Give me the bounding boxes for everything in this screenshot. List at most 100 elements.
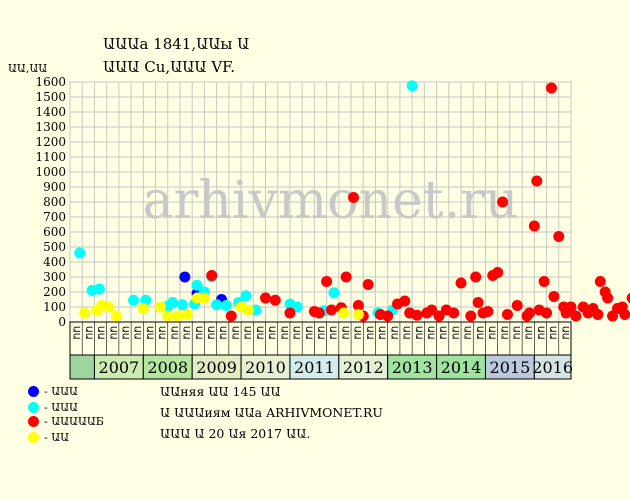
data-point [545, 82, 557, 94]
quarter-label: ԱԱ [229, 326, 239, 340]
year-cell [240, 354, 291, 380]
year-label: 2010 [245, 358, 286, 377]
y-tick-label: 0 [58, 315, 66, 329]
quarter-label: ԱԱ [364, 326, 374, 340]
quarter-label: ԱԱ [449, 326, 459, 340]
year-cell [484, 354, 535, 380]
quarter-label: ԱԱ [315, 326, 325, 340]
data-point [362, 279, 374, 290]
data-point [448, 307, 460, 319]
quarter-label: ԱԱ [486, 326, 496, 340]
data-point [501, 309, 513, 320]
year-cell [533, 354, 572, 380]
quarter-label: ԱԱ [242, 326, 252, 340]
data-point [128, 294, 140, 306]
data-point [472, 297, 484, 308]
year-label: 2014 [441, 358, 482, 377]
y-tick-label: 1300 [35, 120, 66, 134]
legend-item-blue: - ԱԱԱ [28, 385, 78, 398]
quarter-label: ԱԱ [303, 326, 313, 340]
data-point [528, 220, 540, 232]
data-point [465, 310, 477, 322]
quarter-label: ԱԱ [193, 326, 203, 340]
quarter-label: ԱԱ [437, 326, 447, 340]
data-point [553, 231, 565, 242]
data-point [242, 304, 254, 316]
data-point [284, 307, 296, 319]
y-tick-label: 1600 [35, 75, 66, 89]
data-point [179, 271, 191, 283]
data-point [93, 283, 105, 295]
quarter-label: ԱԱ [95, 326, 105, 340]
data-point [531, 175, 543, 187]
data-point [482, 306, 494, 317]
data-point [338, 307, 350, 319]
y-tick-label: 500 [43, 240, 66, 254]
legend-label: - ԱԱԱ [44, 401, 78, 414]
blue-dot-icon [28, 386, 39, 397]
data-point [352, 300, 364, 311]
data-point [291, 301, 303, 313]
data-point [74, 247, 86, 259]
data-point [433, 310, 445, 322]
data-point [470, 271, 482, 283]
data-point [619, 309, 630, 320]
quarter-label: ԱԱ [376, 326, 386, 340]
data-point [206, 270, 218, 281]
data-point [541, 307, 553, 319]
y-tick-label: 1000 [35, 165, 66, 179]
quarter-label: ԱԱ [266, 326, 276, 340]
year-label: 2016 [532, 358, 573, 377]
info-line-3: ԱԱԱ Ա 20 Աя 2017 ԱԱ. [160, 426, 311, 441]
y-tick-label: 300 [43, 270, 66, 284]
year-label: 2011 [294, 358, 335, 377]
legend-label: - ԱԱԱ [44, 385, 78, 398]
red-dot-icon [28, 416, 39, 427]
data-point [340, 271, 352, 283]
data-point [103, 301, 115, 313]
data-point [382, 310, 394, 322]
year-label: 2007 [99, 358, 140, 377]
data-point [328, 287, 340, 299]
data-point [511, 300, 523, 311]
data-point [411, 309, 423, 321]
legend-label: - ԱԱ [44, 431, 70, 444]
quarter-label: ԱԱ [474, 326, 484, 340]
data-point [313, 307, 325, 319]
quarter-label: ԱԱ [132, 326, 142, 340]
info-line-2: Ա ԱԱԱиям ԱԱа ARHIVMONET.RU [160, 405, 383, 420]
data-point [162, 310, 174, 322]
data-point [240, 290, 252, 302]
data-point [455, 277, 467, 289]
data-point [220, 300, 232, 311]
data-point [426, 304, 438, 316]
quarter-label: ԱԱ [339, 326, 349, 340]
y-tick-label: 1100 [35, 150, 66, 164]
quarter-label: ԱԱ [291, 326, 301, 340]
chart-title: ԱԱԱа 1841,ԱԱы Ա [103, 35, 250, 53]
data-point [602, 292, 614, 304]
scatter-chart: 0100200300400500600700800900100011001200… [35, 75, 630, 380]
y-tick-label: 100 [43, 300, 66, 314]
year-cell-start [69, 354, 95, 380]
data-point [523, 307, 535, 319]
quarter-label: ԱԱ [559, 326, 569, 340]
y-tick-label: 800 [43, 195, 66, 209]
data-point [325, 304, 337, 316]
data-point [594, 276, 606, 287]
year-cell [338, 354, 389, 380]
year-cell [191, 354, 242, 380]
data-point [211, 299, 223, 311]
data-point [140, 294, 152, 306]
quarter-label: ԱԱ [181, 326, 191, 340]
chart-subtitle: ԱԱԱ Cu,ԱԱԱ VF. [103, 58, 236, 76]
yellow-dot-icon [28, 432, 39, 443]
quarter-label: ԱԱ [327, 326, 337, 340]
year-cell [93, 354, 144, 380]
quarter-label: ԱԱ [547, 326, 557, 340]
quarter-label: ԱԱ [217, 326, 227, 340]
quarter-label: ԱԱ [278, 326, 288, 340]
quarter-label: ԱԱ [205, 326, 215, 340]
data-point [110, 310, 122, 322]
year-label: 2012 [343, 358, 384, 377]
